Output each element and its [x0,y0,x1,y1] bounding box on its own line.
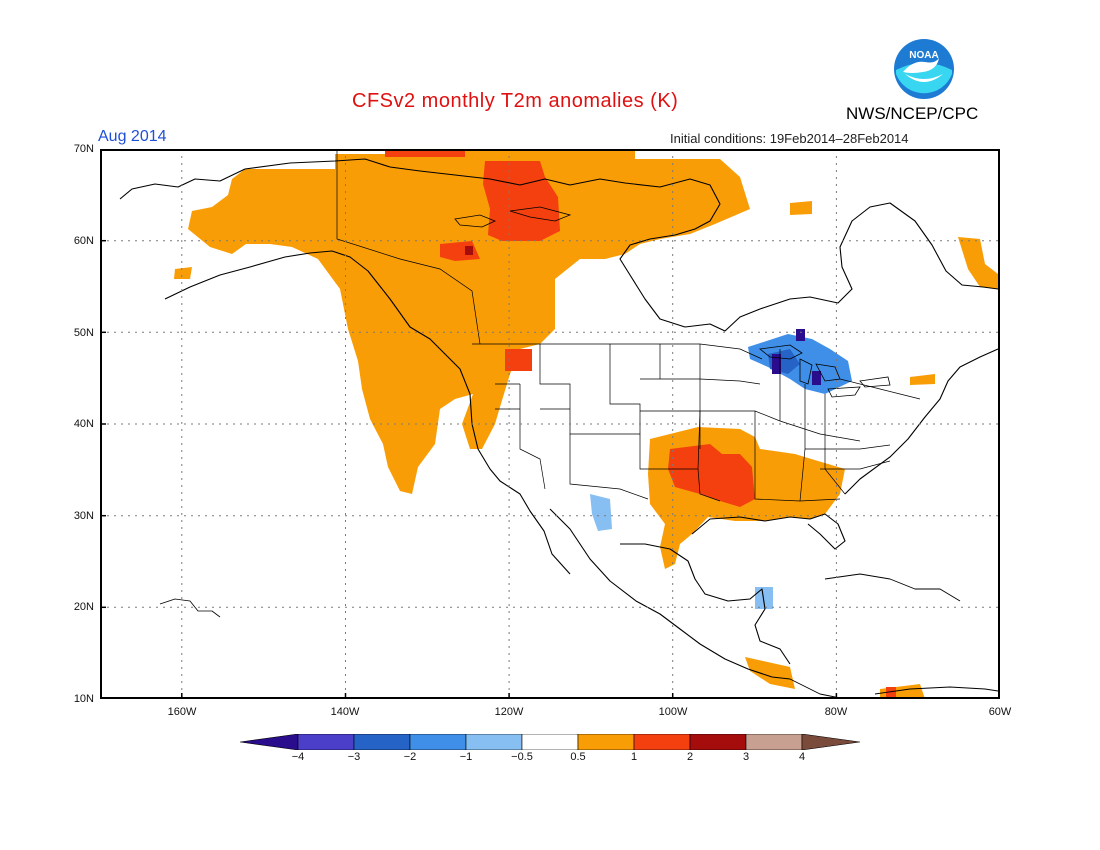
lon-label-160w: 160W [167,706,197,718]
colorbar-label-1: 1 [630,751,638,763]
hot-area-south-america [886,687,896,699]
colorbar-label-minus4: −4 [291,751,305,763]
lakes [454,206,891,398]
anomaly-map [100,149,1000,699]
warm-area-alaska-peninsula [174,267,192,279]
logo-text: NOAA [909,50,938,61]
warm-area-hudson [790,201,812,215]
very-hot-cell [465,246,473,255]
colorbar-label-4: 4 [798,751,806,763]
colorbar-label-2: 2 [686,751,694,763]
colorbar-segment-minus4-minus3 [297,734,355,750]
political-borders [336,149,921,502]
colorbar-segment-minus2-minus1 [409,734,467,750]
very-cold-cell-1 [772,354,781,374]
colorbar-segment-lt-minus4 [240,734,299,750]
colorbar-label-minus3: −3 [347,751,361,763]
warm-area-central-america [745,657,795,689]
lat-label-70n: 70N [73,143,94,155]
warm-area-sw-alaska [192,209,228,231]
lat-label-20n: 20N [73,601,94,613]
cool-area-mexico [590,494,612,531]
anomaly-shading [174,149,998,699]
very-cold-cell-3 [796,329,805,341]
page-title: CFSv2 monthly T2m anomalies (K) [352,90,679,112]
colorbar-segment-05-1 [577,734,635,750]
hot-area-oklahoma-texas [668,444,755,507]
lat-label-40n: 40N [73,418,94,430]
warm-area-maritime [910,374,935,385]
colorbar-label-minus05: −0.5 [511,751,533,763]
lon-label-60w: 60W [988,706,1012,718]
colorbar-segment-gt-4 [801,734,861,750]
lon-label-120w: 120W [494,706,524,718]
color-bar [240,734,861,750]
noaa-logo-icon: NOAA [894,39,954,99]
hot-area-pacific-nw [505,349,532,371]
colorbar-segment-neutral [521,734,579,750]
lon-label-100w: 100W [658,706,688,718]
cool-area-central-america [755,587,773,609]
graticule [100,149,1000,699]
colorbar-label-05: 0.5 [570,751,586,763]
lat-label-60n: 60N [73,235,94,247]
warm-area-alaska [188,149,750,494]
lat-label-50n: 50N [73,327,94,339]
lon-label-140w: 140W [330,706,360,718]
lat-label-10n: 10N [73,693,94,705]
colorbar-label-3: 3 [742,751,750,763]
forecast-month: Aug 2014 [98,128,167,145]
colorbar-label-minus1: −1 [459,751,473,763]
lat-label-30n: 30N [73,510,94,522]
very-cold-cell-2 [812,371,821,385]
agency-label: NWS/NCEP/CPC [846,104,979,123]
colorbar-label-minus2: −2 [403,751,417,763]
colorbar-segment-3-4 [745,734,803,750]
colorbar-segment-minus3-minus2 [353,734,411,750]
warm-area-east-canada [958,237,998,289]
colorbar-segment-2-3 [689,734,747,750]
colorbar-segment-minus1-minus05 [465,734,523,750]
initial-conditions: Initial conditions: 19Feb2014–28Feb2014 [670,131,909,146]
colorbar-segment-1-2 [633,734,691,750]
lon-label-80w: 80W [824,706,848,718]
